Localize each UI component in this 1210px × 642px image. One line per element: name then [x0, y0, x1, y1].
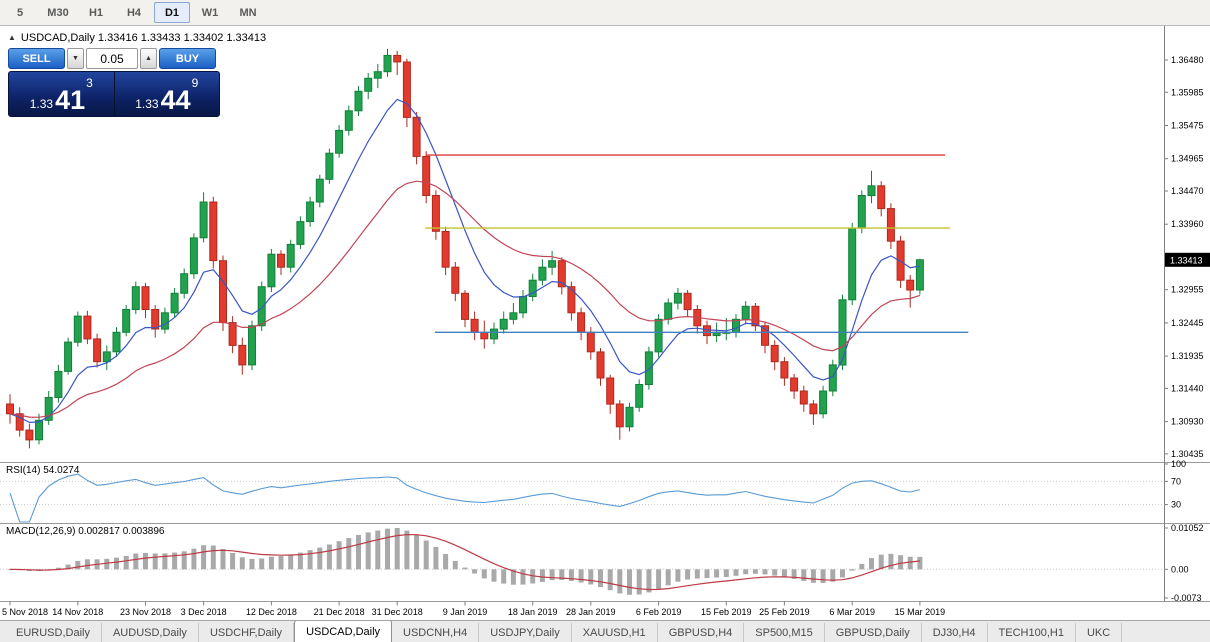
chart-tab-gbpusd-h4[interactable]: GBPUSD,H4 — [658, 623, 745, 642]
chevron-down-icon: ▼ — [72, 55, 79, 62]
buy-button[interactable]: BUY — [159, 48, 216, 69]
svg-text:15 Feb 2019: 15 Feb 2019 — [701, 607, 752, 617]
svg-text:1.30930: 1.30930 — [1171, 417, 1204, 427]
collapse-panel-icon[interactable]: ▲ — [8, 33, 16, 42]
chart-tab-audusd-daily[interactable]: AUDUSD,Daily — [102, 623, 199, 642]
svg-text:1.35475: 1.35475 — [1171, 121, 1204, 131]
chart-tab-dj30-h4[interactable]: DJ30,H4 — [922, 623, 988, 642]
svg-text:70: 70 — [1171, 476, 1181, 486]
timeframe-button-w1[interactable]: W1 — [201, 6, 219, 19]
svg-text:1.33960: 1.33960 — [1171, 219, 1204, 229]
svg-text:0.01052: 0.01052 — [1171, 523, 1204, 533]
timeframe-button-d1[interactable]: D1 — [154, 2, 190, 23]
volume-menu-button[interactable]: ▼ — [67, 48, 84, 69]
buy-price-prefix: 1.33 — [135, 97, 159, 111]
svg-text:5 Nov 2018: 5 Nov 2018 — [2, 607, 48, 617]
svg-text:1.34965: 1.34965 — [1171, 154, 1204, 164]
sell-price-prefix: 1.33 — [29, 97, 54, 111]
chart-tab-eurusd-daily[interactable]: EURUSD,Daily — [5, 623, 102, 642]
timeframe-toolbar: 5 M30 H1 H4 D1 W1 MN — [0, 0, 1210, 26]
timeframe-button-5[interactable]: 5 — [16, 6, 24, 19]
chart-tab-usdcad-daily[interactable]: USDCAD,Daily — [294, 621, 393, 642]
buy-price-display[interactable]: 1.33 44 9 — [114, 72, 219, 116]
svg-text:1.34470: 1.34470 — [1171, 186, 1204, 196]
chart-canvas[interactable]: 1.364801.359851.354751.349651.344701.339… — [0, 26, 1210, 620]
svg-text:1.33413: 1.33413 — [1170, 255, 1203, 265]
sell-button[interactable]: SELL — [8, 48, 65, 69]
one-click-trading-panel: SELL ▼ ▲ BUY 1.33 41 3 1.33 44 9 — [8, 48, 220, 117]
rsi-indicator-label: RSI(14) 54.0274 — [6, 465, 80, 476]
svg-text:1.32445: 1.32445 — [1171, 318, 1204, 328]
svg-text:23 Nov 2018: 23 Nov 2018 — [120, 607, 171, 617]
svg-text:0.00: 0.00 — [1171, 564, 1189, 574]
timeframe-button-h4[interactable]: H4 — [126, 6, 142, 19]
macd-indicator-label: MACD(12,26,9) 0.002817 0.003896 — [6, 526, 165, 537]
sell-price-display[interactable]: 1.33 41 3 — [9, 72, 115, 116]
chart-tab-usdchf-daily[interactable]: USDCHF,Daily — [199, 623, 295, 642]
chart-header: ▲ USDCAD,Daily 1.33416 1.33433 1.33402 1… — [8, 32, 266, 44]
chart-tab-gbpusd-daily[interactable]: GBPUSD,Daily — [825, 623, 922, 642]
svg-text:18 Jan 2019: 18 Jan 2019 — [508, 607, 558, 617]
timeframe-button-h1[interactable]: H1 — [88, 6, 104, 19]
sell-price-main: 41 — [55, 85, 86, 116]
chart-tab-sp500-m15[interactable]: SP500,M15 — [744, 623, 825, 642]
svg-text:1.35985: 1.35985 — [1171, 87, 1204, 97]
svg-text:21 Dec 2018: 21 Dec 2018 — [314, 607, 365, 617]
buy-price-main: 44 — [160, 85, 191, 116]
svg-text:6 Mar 2019: 6 Mar 2019 — [829, 607, 875, 617]
chart-region: 1.36480 1.35985 1.35475 1.34965 1.34470 1.339… — [0, 26, 1210, 620]
chart-tab-usdcnh-h4[interactable]: USDCNH,H4 — [392, 623, 480, 642]
svg-text:-0.0073: -0.0073 — [1171, 593, 1202, 603]
svg-text:1.30435: 1.30435 — [1171, 449, 1204, 459]
volume-input[interactable] — [86, 48, 138, 69]
svg-text:6 Feb 2019: 6 Feb 2019 — [636, 607, 682, 617]
chart-tab-tech100-h1[interactable]: TECH100,H1 — [988, 623, 1076, 642]
svg-text:1.31440: 1.31440 — [1171, 383, 1204, 393]
svg-text:1.36480: 1.36480 — [1171, 55, 1204, 65]
chart-tab-ukc[interactable]: UKC — [1076, 623, 1123, 642]
chart-tab-xauusd-h1[interactable]: XAUUSD,H1 — [572, 623, 658, 642]
chart-tab-usdjpy-daily[interactable]: USDJPY,Daily — [479, 623, 572, 642]
svg-text:1.32955: 1.32955 — [1171, 285, 1204, 295]
svg-text:28 Jan 2019: 28 Jan 2019 — [566, 607, 616, 617]
svg-text:15 Mar 2019: 15 Mar 2019 — [895, 607, 946, 617]
chart-symbol-ohlc-label: USDCAD,Daily 1.33416 1.33433 1.33402 1.3… — [20, 32, 267, 44]
svg-text:1.31935: 1.31935 — [1171, 351, 1204, 361]
buy-price-pip: 9 — [191, 76, 199, 90]
svg-text:30: 30 — [1171, 500, 1181, 510]
svg-text:3 Dec 2018: 3 Dec 2018 — [181, 607, 227, 617]
svg-text:9 Jan 2019: 9 Jan 2019 — [443, 607, 488, 617]
svg-text:12 Dec 2018: 12 Dec 2018 — [246, 607, 297, 617]
volume-increase-button[interactable]: ▲ — [140, 48, 157, 69]
svg-text:31 Dec 2018: 31 Dec 2018 — [372, 607, 423, 617]
timeframe-button-mn[interactable]: MN — [239, 6, 257, 19]
timeframe-button-m30[interactable]: M30 — [47, 6, 69, 19]
chevron-up-icon: ▲ — [145, 55, 152, 62]
sell-price-pip: 3 — [86, 76, 93, 90]
svg-text:14 Nov 2018: 14 Nov 2018 — [52, 607, 103, 617]
svg-text:25 Feb 2019: 25 Feb 2019 — [759, 607, 810, 617]
svg-text:100: 100 — [1171, 459, 1186, 469]
chart-tab-bar: EURUSD,Daily AUDUSD,Daily USDCHF,Daily USDC… — [0, 620, 1210, 642]
